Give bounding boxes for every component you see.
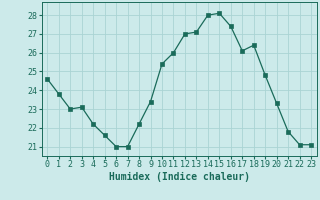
X-axis label: Humidex (Indice chaleur): Humidex (Indice chaleur) [109, 172, 250, 182]
